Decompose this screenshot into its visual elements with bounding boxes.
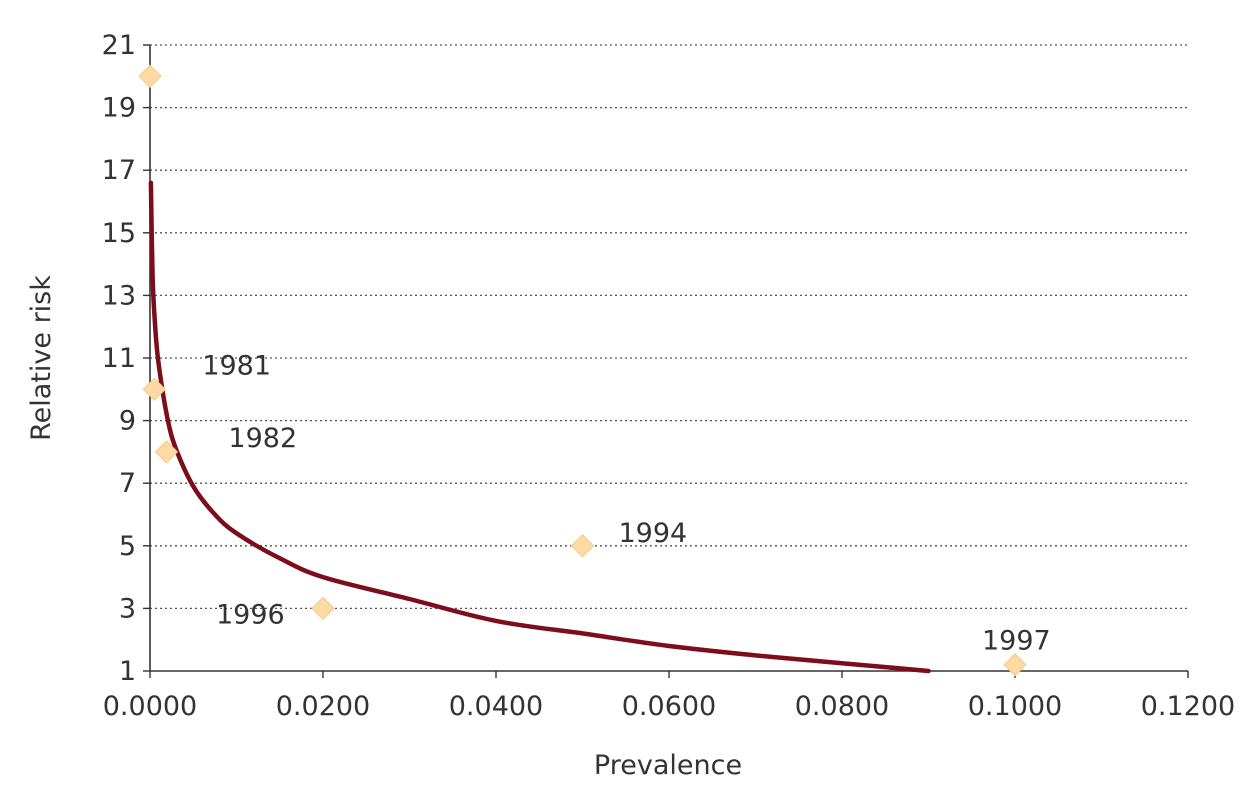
y-tick-label: 21 <box>102 30 136 61</box>
point-labels: 1981 1982 1994 1996 1997 <box>202 350 1050 656</box>
curve-line <box>148 180 931 674</box>
data-point <box>570 534 595 558</box>
x-tick-label: 0.1000 <box>968 691 1062 722</box>
y-tick-label: 9 <box>119 406 136 437</box>
x-tick-label: 0.0200 <box>276 691 370 722</box>
y-tick-label: 5 <box>119 531 136 562</box>
x-tick-label: 0.1200 <box>1141 691 1235 722</box>
x-tick-label: 0.0800 <box>795 691 889 722</box>
y-tick-label: 15 <box>102 218 136 249</box>
y-tick-label: 17 <box>102 155 136 186</box>
point-label: 1981 <box>202 350 271 381</box>
x-tick-label: 0.0000 <box>103 691 197 722</box>
data-point <box>311 596 335 621</box>
x-tick-label: 0.0400 <box>449 691 543 722</box>
y-tick-label: 7 <box>119 468 136 499</box>
y-tick-label: 3 <box>119 593 136 624</box>
data-points <box>138 64 1027 677</box>
point-label: 1996 <box>216 599 285 630</box>
gridlines <box>150 44 1188 610</box>
data-point <box>1003 653 1027 677</box>
data-point <box>138 64 162 89</box>
x-tick-label: 0.0600 <box>622 691 716 722</box>
y-axis-title: Relative risk <box>26 275 57 441</box>
y-tick-label: 1 <box>119 656 136 687</box>
point-label: 1997 <box>982 626 1051 657</box>
x-tick-labels: 0.0000 0.0200 0.0400 0.0600 0.0800 0.1000 0.12… <box>103 671 1235 722</box>
fitted-curve <box>148 180 931 674</box>
x-axis-title: Prevalence <box>594 750 742 781</box>
data-point <box>154 440 179 464</box>
data-point <box>142 377 167 402</box>
point-label: 1994 <box>619 518 688 549</box>
y-tick-label: 13 <box>102 280 136 311</box>
y-tick-label: 11 <box>102 343 136 374</box>
y-tick-label: 19 <box>102 93 136 124</box>
point-label: 1982 <box>228 423 297 454</box>
